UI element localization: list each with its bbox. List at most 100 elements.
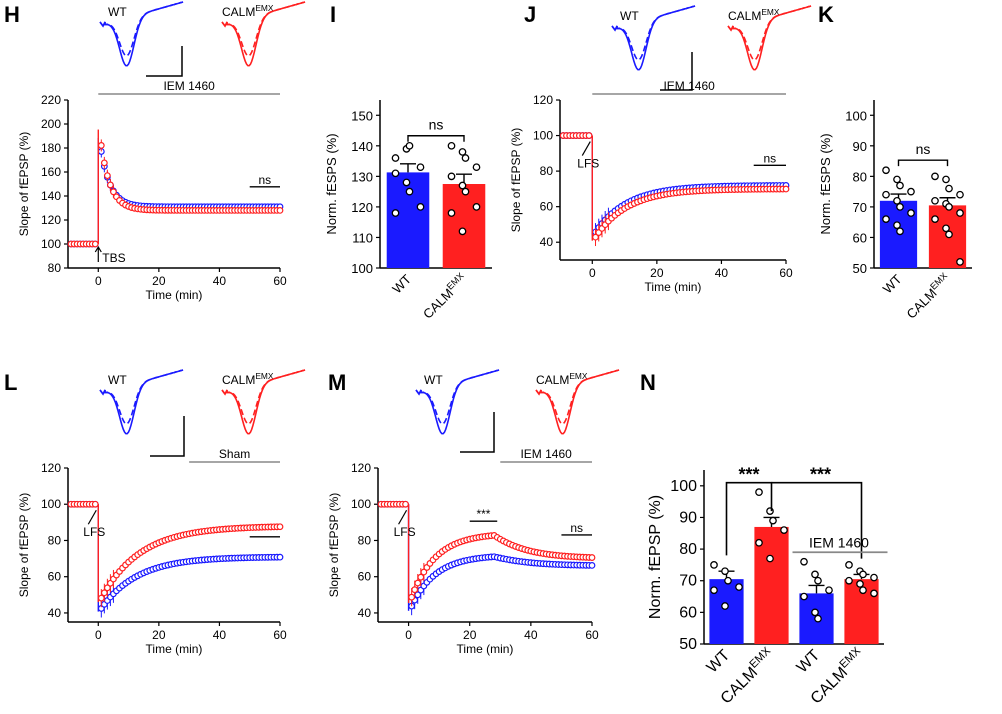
data-point [588,554,596,561]
sig-label: ns [429,117,444,133]
data-point [896,181,904,190]
y-axis-label: Slope of fEPSP (%) [17,132,31,237]
panel-label-N: N [640,370,656,395]
x-tick-label: WT [704,647,734,677]
data-point [458,148,467,156]
data-point [856,580,864,588]
y-tick-label: 120 [41,213,61,227]
data-point [931,196,939,205]
drug-bar-label: IEM 1460 [163,79,215,93]
bar [386,172,430,268]
sig-label-2: *** [810,465,831,485]
y-tick-label: 80 [48,261,62,275]
trace-emx-dashed [727,5,812,61]
stim-arrow [87,509,97,525]
trace-wt-dashed [415,369,500,425]
data-point [420,568,428,576]
trace-label-emx: CALMEMX [222,3,274,19]
series-emx [67,129,284,248]
error-bar [400,163,416,173]
x-tick-label: 40 [213,628,227,642]
data-point [472,163,481,172]
x-tick-label: 60 [273,628,287,642]
chart-M: 40 60 80 100 120 0 20 40 60 Time (min) Slope of fE… [327,447,599,656]
y-tick-label: 130 [351,169,373,184]
data-point [276,553,284,561]
data-point [91,500,99,508]
y-tick-label: 60 [358,570,372,584]
x-tick-label: WT [389,271,414,296]
data-point [408,593,416,601]
x-axis-label: Time (min) [457,642,514,656]
y-axis-label: Norm. fEPSP (%) [647,495,664,619]
chart-L: 40 60 80 100 120 0 20 40 60 Time (min) Slope of fE… [17,447,287,656]
stim-label: LFS [83,525,105,539]
series-emx [67,500,284,608]
data-point [411,586,419,594]
data-point [800,592,808,601]
y-tick-label: 70 [853,200,867,215]
trace-wt-dashed [99,369,184,425]
x-tick-label: 40 [715,266,729,280]
stim-label: TBS [102,251,125,265]
data-point [458,181,467,190]
series-emx [377,500,596,607]
y-tick-label: 90 [679,509,697,526]
x-axis-label: Time (min) [146,288,203,302]
sig-bracket [725,481,773,556]
y-axis-label: Norm. fESPS (%) [818,133,833,234]
y-axis-label: Norm. fESPS (%) [324,133,339,234]
data-point [391,154,400,162]
y-tick-label: 120 [351,461,371,475]
y-tick-label: 100 [41,237,61,251]
data-point [945,230,953,239]
data-point [91,240,99,248]
data-point [769,516,777,525]
panel-label-M: M [328,370,346,395]
x-tick-label: WT [880,271,905,296]
data-point [859,586,867,595]
y-tick-label: 140 [351,139,373,154]
y-tick-label: 110 [352,230,373,245]
data-point [811,570,819,579]
y-tick-label: 40 [48,606,62,620]
data-point [110,188,117,196]
y-tick-label: 120 [533,93,553,107]
data-point [721,567,729,576]
chart-H: 80 100 120 140 160 180 200 220 0 20 40 60 Time (min)… [17,79,287,302]
data-point [735,583,743,591]
drug-bar-label: IEM 1460 [520,447,572,461]
trace-emx-dashed [535,369,620,425]
trace-label-emx: CALMEMX [536,371,588,387]
sig-label: ns [764,151,777,165]
data-point [896,203,904,211]
y-axis-label: Slope of fEPSP (%) [327,493,341,598]
scale-bar [150,416,185,457]
data-point [893,221,901,230]
data-point [800,557,808,566]
data-point [472,203,481,211]
sig-label: *** [738,465,759,485]
panel-label-L: L [4,370,17,395]
x-tick-label: 0 [95,628,102,642]
data-point [814,614,822,623]
trace-label-wt: WT [108,5,127,19]
traces-L: WT CALMEMX [99,369,306,457]
y-tick-label: 100 [670,478,697,495]
x-tick-label: 20 [152,628,166,642]
traces-J: WT CALMEMX [611,5,812,91]
x-tick-label: 60 [585,628,599,642]
data-point [956,209,964,217]
data-point [710,586,718,595]
data-point [391,169,400,178]
y-tick-label: 80 [358,533,372,547]
y-tick-label: 200 [41,117,61,131]
y-tick-label: 90 [853,139,867,154]
y-tick-label: 60 [540,200,554,214]
x-tick-label: 20 [152,274,166,288]
data-point [585,132,593,139]
y-tick-label: 140 [41,189,61,203]
data-point [945,184,953,193]
